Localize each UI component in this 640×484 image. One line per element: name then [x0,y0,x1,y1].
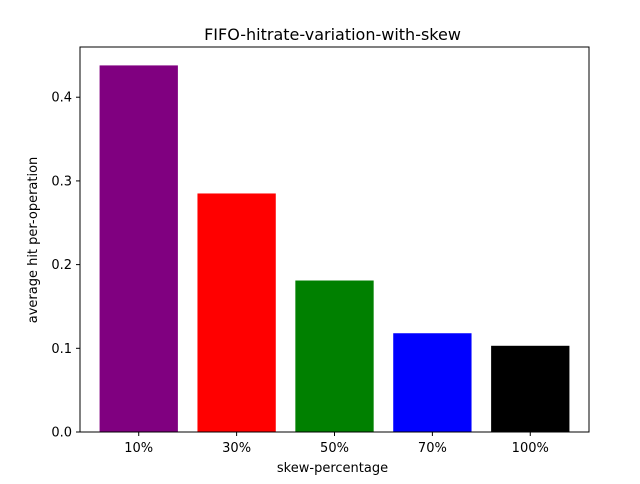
bars-layer [99,65,570,432]
bar-1 [197,193,276,432]
bar-4 [491,345,570,432]
x-axis-label: skew-percentage [277,461,388,476]
ticks-layer: 10% 30% 50% 70% 100% 0.0 0.1 0.2 0.3 0.4 [51,91,549,456]
bar-0 [99,65,178,432]
y-tick-label-2: 0.2 [51,258,72,273]
x-tick-label-4: 100% [512,441,549,456]
x-tick-label-3: 70% [418,441,447,456]
x-tick-label-2: 50% [320,441,349,456]
bar-3 [393,333,472,432]
y-tick-label-0: 0.0 [51,426,72,441]
x-tick-label-0: 10% [124,441,153,456]
y-tick-label-3: 0.3 [51,174,72,189]
bar-2 [295,280,374,432]
y-axis-label: average hit per-operation [26,157,41,324]
x-tick-label-1: 30% [222,441,251,456]
y-tick-label-4: 0.4 [51,91,72,106]
plot-area-frame [79,46,590,433]
chart-title: FIFO-hitrate-variation-with-skew [204,25,461,44]
y-tick-label-1: 0.1 [51,342,72,357]
